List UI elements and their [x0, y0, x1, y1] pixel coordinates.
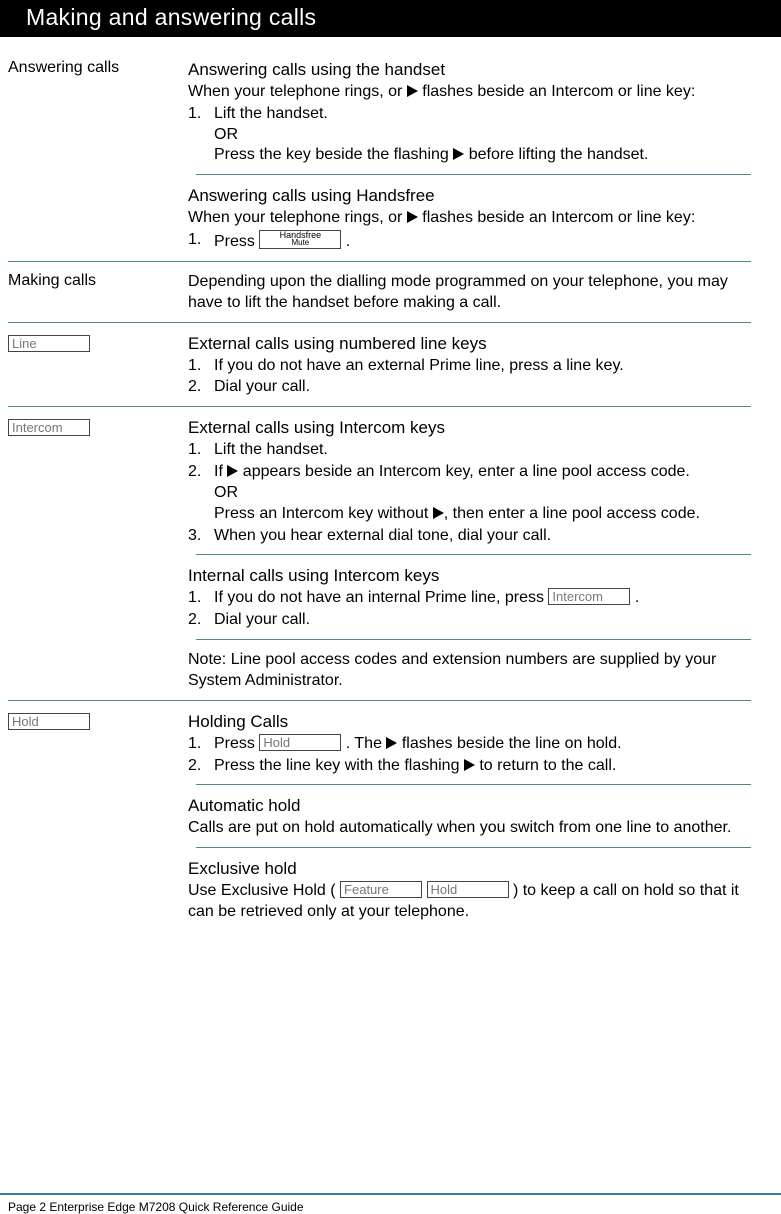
page-title: Making and answering calls [0, 0, 781, 37]
text-note: Note: Line pool access codes and extensi… [188, 650, 751, 692]
steps-answer-handsfree: Press Handsfree Mute . [188, 230, 751, 253]
indicator-icon [407, 211, 418, 223]
text-fragment: Press an Intercom key without [214, 505, 433, 522]
text-or: OR [188, 125, 751, 146]
text-fragment: Press the key beside the flashing [214, 146, 453, 163]
section-answering-handsfree: Answering calls using Handsfree When you… [8, 175, 751, 253]
hold-key-inline: Hold [427, 881, 509, 898]
step-item: If you do not have an internal Prime lin… [188, 588, 751, 609]
text-fragment: If [214, 463, 227, 480]
text-or: OR [188, 483, 751, 504]
heading-exclusive-hold: Exclusive hold [188, 858, 751, 880]
indicator-icon [386, 737, 397, 749]
content-area: Answering calls Answering calls using th… [0, 37, 781, 923]
text-fragment: When your telephone rings, or [188, 209, 407, 226]
text-fragment: flashes beside the line on hold. [397, 735, 621, 752]
step-item: Dial your call. [188, 610, 751, 631]
line-key: Line [8, 335, 90, 352]
section-external-numbered: Line External calls using numbered line … [8, 323, 751, 399]
step-item: Press Hold . The flashes beside the line… [188, 734, 751, 755]
key-label-bottom: Mute [260, 239, 340, 247]
heading-holding: Holding Calls [188, 711, 751, 733]
section-external-intercom: Intercom External calls using Intercom k… [8, 407, 751, 546]
indicator-icon [453, 148, 464, 160]
text-press-flashing: Press the key beside the flashing before… [188, 145, 751, 166]
text-press-intercom-without: Press an Intercom key without , then ent… [188, 504, 751, 525]
indicator-icon [227, 465, 238, 477]
indicator-icon [433, 507, 444, 519]
steps-answer-handset: Lift the handset. [188, 104, 751, 125]
step-item: Press the line key with the flashing to … [188, 756, 751, 777]
intercom-key: Intercom [8, 419, 90, 436]
indicator-icon [407, 85, 418, 97]
footer-area: Page 2 Enterprise Edge M7208 Quick Refer… [0, 1193, 781, 1214]
text-fragment: Use Exclusive Hold ( [188, 882, 340, 899]
text-fragment: When your telephone rings, or [188, 83, 407, 100]
hold-key-inline: Hold [259, 734, 341, 751]
step-item: Lift the handset. [188, 440, 751, 461]
text-fragment: . [630, 589, 639, 606]
section-internal-intercom: Internal calls using Intercom keys If yo… [8, 555, 751, 631]
section-auto-hold: Automatic hold Calls are put on hold aut… [8, 785, 751, 839]
text-when-rings-hf: When your telephone rings, or flashes be… [188, 208, 751, 229]
heading-internal-intercom: Internal calls using Intercom keys [188, 565, 751, 587]
text-fragment: to return to the call. [475, 757, 616, 774]
text-fragment: Lift the handset. [214, 105, 328, 122]
step-item: Press Handsfree Mute . [188, 230, 751, 253]
text-fragment: flashes beside an Intercom or line key: [418, 209, 695, 226]
section-holding: Hold Holding Calls Press Hold . The flas… [8, 701, 751, 777]
text-fragment: before lifting the handset. [464, 146, 648, 163]
step-item: When you hear external dial tone, dial y… [188, 526, 751, 547]
text-when-rings: When your telephone rings, or flashes be… [188, 82, 751, 103]
row-label-answering: Answering calls [8, 59, 188, 77]
footer-text: Page 2 Enterprise Edge M7208 Quick Refer… [0, 1195, 781, 1214]
text-making-intro: Depending upon the dialling mode program… [188, 272, 751, 314]
text-fragment: appears beside an Intercom key, enter a … [238, 463, 690, 480]
row-label-making: Making calls [8, 272, 188, 290]
section-exclusive-hold: Exclusive hold Use Exclusive Hold ( Feat… [8, 848, 751, 923]
text-fragment: , then enter a line pool access code. [444, 505, 700, 522]
step-item: Dial your call. [188, 377, 751, 398]
feature-key-inline: Feature [340, 881, 422, 898]
text-fragment: flashes beside an Intercom or line key: [418, 83, 695, 100]
text-fragment: If you do not have an internal Prime lin… [214, 589, 548, 606]
text-fragment: Press [214, 735, 259, 752]
steps-ext-intercom: Lift the handset. If appears beside an I… [188, 440, 751, 483]
section-note: Note: Line pool access codes and extensi… [8, 640, 751, 692]
hold-key: Hold [8, 713, 90, 730]
steps-ext-intercom-cont: When you hear external dial tone, dial y… [188, 526, 751, 547]
intercom-key-inline: Intercom [548, 588, 630, 605]
step-item: Lift the handset. [188, 104, 751, 125]
step-item: If you do not have an external Prime lin… [188, 356, 751, 377]
text-auto-hold: Calls are put on hold automatically when… [188, 818, 751, 839]
steps-ext-numbered: If you do not have an external Prime lin… [188, 356, 751, 399]
text-fragment: . [346, 233, 350, 250]
heading-ext-intercom: External calls using Intercom keys [188, 417, 751, 439]
indicator-icon [464, 759, 475, 771]
heading-answer-handset: Answering calls using the handset [188, 59, 751, 81]
step-item: If appears beside an Intercom key, enter… [188, 462, 751, 483]
section-making-intro: Making calls Depending upon the dialling… [8, 262, 751, 314]
heading-auto-hold: Automatic hold [188, 795, 751, 817]
steps-internal-intercom: If you do not have an internal Prime lin… [188, 588, 751, 631]
handsfree-mute-key: Handsfree Mute [259, 230, 341, 249]
text-exclusive-hold: Use Exclusive Hold ( Feature Hold ) to k… [188, 881, 751, 923]
steps-holding: Press Hold . The flashes beside the line… [188, 734, 751, 777]
text-fragment: Press [214, 233, 259, 250]
heading-ext-numbered: External calls using numbered line keys [188, 333, 751, 355]
section-answering-handset: Answering calls Answering calls using th… [8, 49, 751, 166]
text-fragment: . The [341, 735, 386, 752]
heading-answer-handsfree: Answering calls using Handsfree [188, 185, 751, 207]
text-fragment: Press the line key with the flashing [214, 757, 464, 774]
